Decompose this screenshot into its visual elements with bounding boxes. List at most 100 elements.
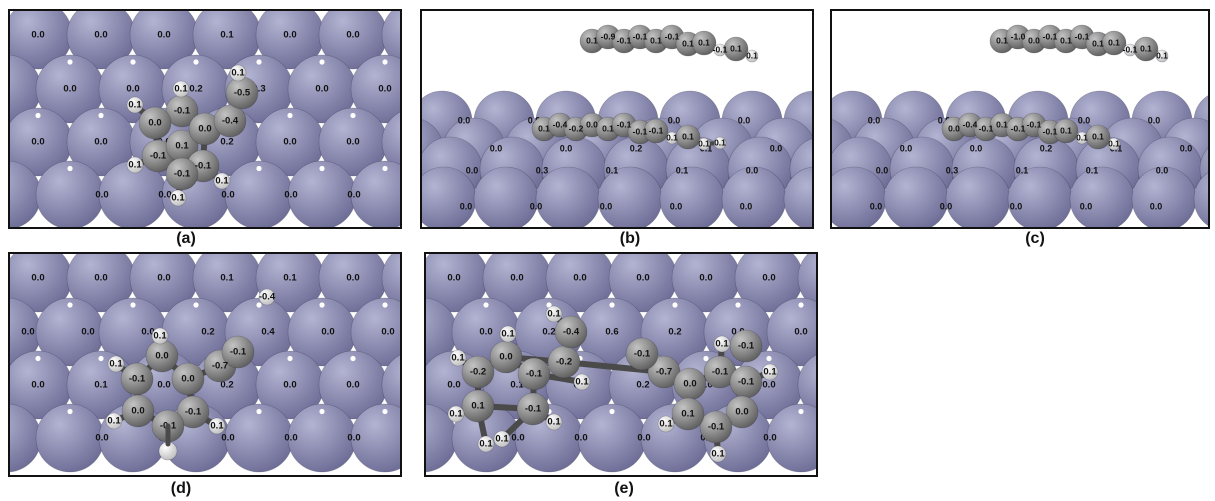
charge-label: 0.2 — [220, 380, 233, 391]
hollow-site — [130, 59, 136, 65]
panel-c-structure: 0.00.00.00.00.00.00.00.20.10.00.00.30.10… — [832, 24, 1208, 227]
charge-label: 0.1 — [698, 37, 710, 47]
charge-label: 0.2 — [189, 84, 202, 95]
charge-label: 0.0 — [670, 201, 683, 211]
charge-label: 0.1 — [602, 123, 614, 133]
hydrogen-atom — [169, 189, 187, 207]
hollow-site — [609, 408, 615, 415]
charge-label: 0.0 — [31, 137, 44, 148]
carbon-atom — [675, 124, 701, 150]
charge-label: 0.0 — [81, 327, 94, 338]
carbon-atom — [1101, 30, 1127, 56]
carbon-atom — [517, 357, 551, 391]
charge-label: 0.0 — [876, 165, 889, 175]
hydrogen-atom — [709, 445, 727, 463]
charge-label: -0.1 — [979, 123, 994, 133]
charge-label: -0.9 — [601, 31, 616, 41]
charge-label: 0.0 — [731, 327, 744, 338]
hollow-site — [798, 408, 804, 415]
charge-label: 0.0 — [1148, 115, 1161, 125]
charge-label: 0.1 — [128, 160, 142, 171]
charge-label: 0.0 — [131, 406, 144, 417]
charge-label: 0.1 — [763, 367, 777, 378]
charge-label: 0.0 — [948, 123, 960, 133]
hollow-site — [798, 302, 804, 308]
charge-label: -0.1 — [713, 44, 728, 54]
charge-label: 0.0 — [198, 124, 211, 135]
carbon-atom — [691, 30, 717, 56]
charge-label: 0.0 — [530, 201, 543, 211]
charge-label: 0.0 — [1028, 35, 1040, 45]
hollow-site — [319, 59, 325, 65]
metal-atom — [597, 166, 663, 227]
charge-label: 0.0 — [94, 273, 107, 284]
caption-a: (a) — [176, 230, 196, 247]
charge-label: 0.0 — [315, 84, 328, 95]
charge-label: -0.1 — [665, 31, 680, 41]
charge-label: 0.1 — [730, 43, 742, 53]
hydrogen-atom — [697, 137, 711, 151]
charge-label: 0.0 — [940, 201, 953, 211]
hydrogen-atom — [761, 363, 779, 381]
charge-label: 0.0 — [346, 137, 359, 148]
hollow-site — [98, 112, 104, 119]
charge-label: 0.0 — [283, 137, 296, 148]
charge-label: 0.2 — [220, 137, 233, 148]
hydrogen-atom — [151, 327, 169, 345]
charge-label: 0.0 — [770, 143, 783, 153]
charge-label: 0.0 — [490, 143, 503, 153]
metal-atom — [535, 166, 601, 227]
charge-label: 0.1 — [1086, 165, 1099, 175]
charge-label: 0.0 — [560, 143, 573, 153]
charge-label: 0.0 — [499, 352, 512, 363]
charge-label: 0.0 — [1150, 201, 1163, 211]
charge-label: 0.2 — [630, 143, 643, 153]
charge-label: 0.1 — [128, 100, 142, 111]
charge-label: 0.1 — [479, 439, 493, 450]
charge-label: 0.0 — [1180, 143, 1193, 153]
caption-d: (d) — [170, 480, 192, 497]
charge-label: 0.1 — [715, 339, 729, 350]
metal-atom — [1193, 172, 1208, 226]
charge-label: 0.1 — [547, 417, 561, 428]
charge-label: 0.0 — [868, 115, 881, 125]
charge-label: 0.1 — [996, 35, 1008, 45]
hydrogen-atom — [745, 49, 759, 63]
charge-label: 0.0 — [95, 190, 108, 201]
charge-label: 0.0 — [157, 273, 170, 284]
charge-label: 0.1 — [1156, 50, 1168, 60]
metal-atom — [381, 254, 400, 309]
panel-d: 0.0 0.0 0.0 0.1 0.1 0.0 0.0 0.0 0.0 0.2 0.4 0.0 0.0 0… — [8, 252, 402, 477]
charge-label: 0.1 — [1108, 37, 1120, 47]
charge-label: -0.1 — [708, 422, 725, 433]
charge-label: 0.1 — [698, 138, 710, 148]
carbon-atom — [176, 395, 210, 429]
charge-label: 0.1 — [471, 401, 485, 412]
carbon-atom — [1133, 36, 1159, 62]
charge-label: 0.6 — [605, 327, 618, 338]
charge-label: -0.1 — [633, 31, 648, 41]
charge-label: -0.1 — [1027, 119, 1042, 129]
hydrogen-atom — [657, 415, 675, 433]
charge-label: 0.0 — [870, 201, 883, 211]
hydrogen-atom — [447, 405, 465, 423]
charge-label: 0.1 — [109, 359, 123, 370]
charge-label: 0.1 — [711, 449, 725, 460]
charge-label: 0.0 — [221, 190, 234, 201]
charge-label: 0.1 — [575, 377, 589, 388]
metal-atom — [287, 403, 357, 473]
charge-label: 0.4 — [261, 327, 275, 338]
hollow-site — [256, 59, 262, 65]
charge-label: 0.2 — [542, 327, 555, 338]
charge-label: 0.1 — [107, 416, 121, 427]
charge-label: 0.0 — [600, 201, 613, 211]
charge-label: 0.0 — [157, 30, 170, 41]
charge-label: -0.1 — [712, 367, 729, 378]
carbon-atom — [643, 118, 669, 144]
charge-label: 0.0 — [637, 433, 650, 444]
charge-label: 0.1 — [682, 38, 694, 48]
metal-atom — [797, 254, 816, 309]
charge-label: 0.0 — [458, 115, 471, 125]
charge-label: -0.1 — [230, 347, 247, 358]
hollow-site — [35, 355, 41, 362]
